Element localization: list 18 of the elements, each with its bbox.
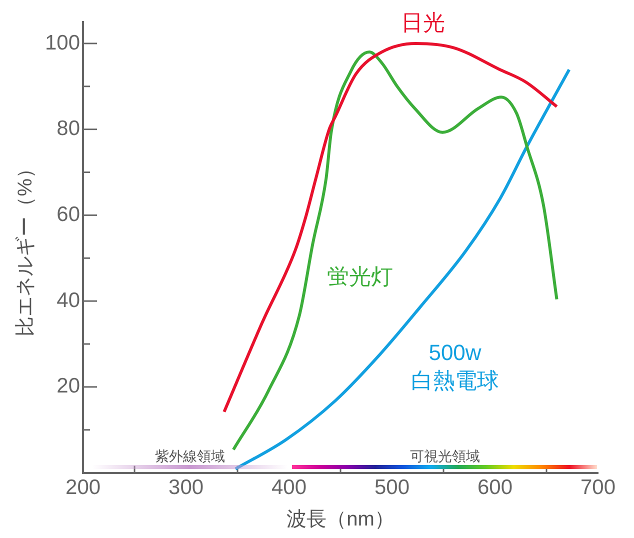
series-label: 500w 白熱電球 xyxy=(411,340,499,394)
x-tick-label: 500 xyxy=(374,476,410,500)
series-label: 日光 xyxy=(401,10,445,36)
x-axis-title: 波長（nm） xyxy=(286,508,394,531)
annotation: 紫外線領域 xyxy=(155,448,225,464)
x-tick-label: 300 xyxy=(168,476,204,500)
x-tick-label: 200 xyxy=(66,476,101,500)
x-tick-label: 400 xyxy=(272,476,307,500)
y-tick-label: 100 xyxy=(44,31,80,54)
y-tick-label: 20 xyxy=(56,374,80,398)
annotation: 可視光領域 xyxy=(410,448,480,464)
y-tick-label: 40 xyxy=(56,288,80,312)
y-tick-label: 80 xyxy=(56,117,80,140)
series-label: 蛍光灯 xyxy=(327,264,393,290)
y-axis-title: 比エネルギー（%） xyxy=(14,158,37,336)
x-tick-label: 700 xyxy=(580,476,616,500)
y-tick-label: 60 xyxy=(56,202,80,226)
x-tick-label: 600 xyxy=(477,476,513,500)
